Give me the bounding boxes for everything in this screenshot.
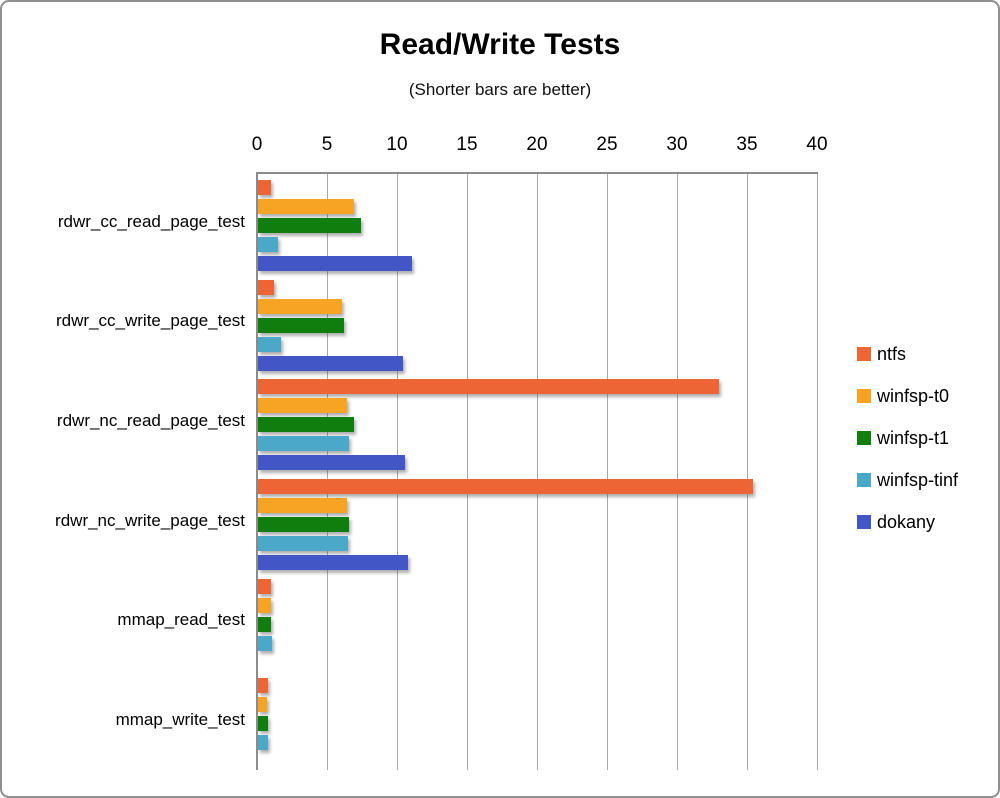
legend-item-winfsp-t0: winfsp-t0	[857, 385, 958, 407]
category-label-rdwr_nc_write_page_test: rdwr_nc_write_page_test	[55, 510, 245, 530]
legend-swatch-icon	[857, 473, 871, 487]
bar-winfsp-t1-rdwr_cc_write_page_test	[258, 318, 344, 333]
gridline-10	[397, 172, 398, 770]
bar-winfsp-tinf-mmap_write_test	[258, 735, 268, 750]
category-label-rdwr_nc_read_page_test: rdwr_nc_read_page_test	[56, 411, 245, 431]
category-axis-line	[256, 172, 818, 174]
x-tick-label-0: 0	[251, 134, 263, 155]
x-tick-label-35: 35	[736, 134, 758, 155]
legend-label: winfsp-t0	[877, 385, 950, 406]
category-label-rdwr_cc_read_page_test: rdwr_cc_read_page_test	[57, 211, 245, 231]
legend-swatch-icon	[857, 431, 871, 445]
gridline-30	[677, 172, 678, 770]
x-tick-label-15: 15	[456, 134, 478, 155]
bar-winfsp-t1-rdwr_nc_read_page_test	[258, 417, 354, 432]
bar-dokany-rdwr_cc_read_page_test	[258, 256, 412, 271]
bar-ntfs-rdwr_nc_read_page_test	[258, 379, 719, 394]
legend-label: dokany	[877, 511, 936, 532]
bar-ntfs-rdwr_cc_write_page_test	[258, 280, 274, 295]
bar-ntfs-mmap_read_test	[258, 579, 271, 594]
bar-winfsp-t0-mmap_read_test	[258, 598, 271, 613]
category-label-rdwr_cc_write_page_test: rdwr_cc_write_page_test	[56, 311, 245, 331]
x-tick-label-10: 10	[386, 134, 408, 155]
gridline-40	[817, 172, 818, 770]
legend-item-winfsp-t1: winfsp-t1	[857, 427, 958, 449]
gridline-15	[467, 172, 468, 770]
value-axis-line	[256, 172, 258, 770]
bar-dokany-rdwr_cc_write_page_test	[258, 356, 403, 371]
legend: ntfs winfsp-t0 winfsp-t1 winfsp-tinf dokany	[857, 343, 958, 533]
gridline-25	[607, 172, 608, 770]
chart-subtitle: (Shorter bars are better)	[408, 80, 592, 99]
legend-label: ntfs	[877, 343, 907, 364]
legend-item-ntfs: ntfs	[857, 343, 958, 365]
bar-winfsp-tinf-rdwr_cc_write_page_test	[258, 337, 281, 352]
chart-title: Read/Write Tests	[379, 28, 621, 61]
bar-winfsp-tinf-rdwr_nc_write_page_test	[258, 536, 348, 551]
bar-winfsp-tinf-rdwr_nc_read_page_test	[258, 436, 349, 451]
legend-swatch-icon	[857, 515, 871, 529]
legend-item-dokany: dokany	[857, 511, 958, 533]
bar-winfsp-t1-mmap_read_test	[258, 617, 271, 632]
bar-dokany-rdwr_nc_read_page_test	[258, 455, 405, 470]
bar-dokany-rdwr_nc_write_page_test	[258, 555, 408, 570]
legend-label: winfsp-tinf	[877, 469, 959, 490]
gridline-35	[747, 172, 748, 770]
bar-winfsp-t0-rdwr_cc_read_page_test	[258, 199, 354, 214]
legend-swatch-icon	[857, 347, 871, 361]
bar-winfsp-tinf-rdwr_cc_read_page_test	[258, 237, 278, 252]
bar-winfsp-t1-rdwr_nc_write_page_test	[258, 517, 349, 532]
legend-swatch-icon	[857, 389, 871, 403]
bar-winfsp-t0-rdwr_nc_read_page_test	[258, 398, 347, 413]
x-tick-label-20: 20	[526, 134, 548, 155]
bar-ntfs-rdwr_nc_write_page_test	[258, 479, 753, 494]
bar-ntfs-mmap_write_test	[258, 678, 268, 693]
bar-winfsp-t0-rdwr_nc_write_page_test	[258, 498, 347, 513]
x-tick-label-25: 25	[596, 134, 618, 155]
x-tick-label-40: 40	[806, 134, 828, 155]
x-tick-label-5: 5	[321, 134, 333, 155]
x-tick-label-30: 30	[666, 134, 688, 155]
bar-winfsp-t1-mmap_write_test	[258, 716, 268, 731]
legend-label: winfsp-t1	[877, 427, 950, 448]
bar-winfsp-t0-mmap_write_test	[258, 697, 267, 712]
bar-winfsp-t1-rdwr_cc_read_page_test	[258, 218, 361, 233]
bar-winfsp-tinf-mmap_read_test	[258, 636, 272, 651]
gridline-5	[327, 172, 328, 770]
category-label-mmap_read_test: mmap_read_test	[117, 610, 245, 630]
category-label-mmap_write_test: mmap_write_test	[115, 710, 245, 730]
bar-ntfs-rdwr_cc_read_page_test	[258, 180, 271, 195]
bar-winfsp-t0-rdwr_cc_write_page_test	[258, 299, 342, 314]
gridline-20	[537, 172, 538, 770]
legend-item-winfsp-tinf: winfsp-tinf	[857, 469, 958, 491]
